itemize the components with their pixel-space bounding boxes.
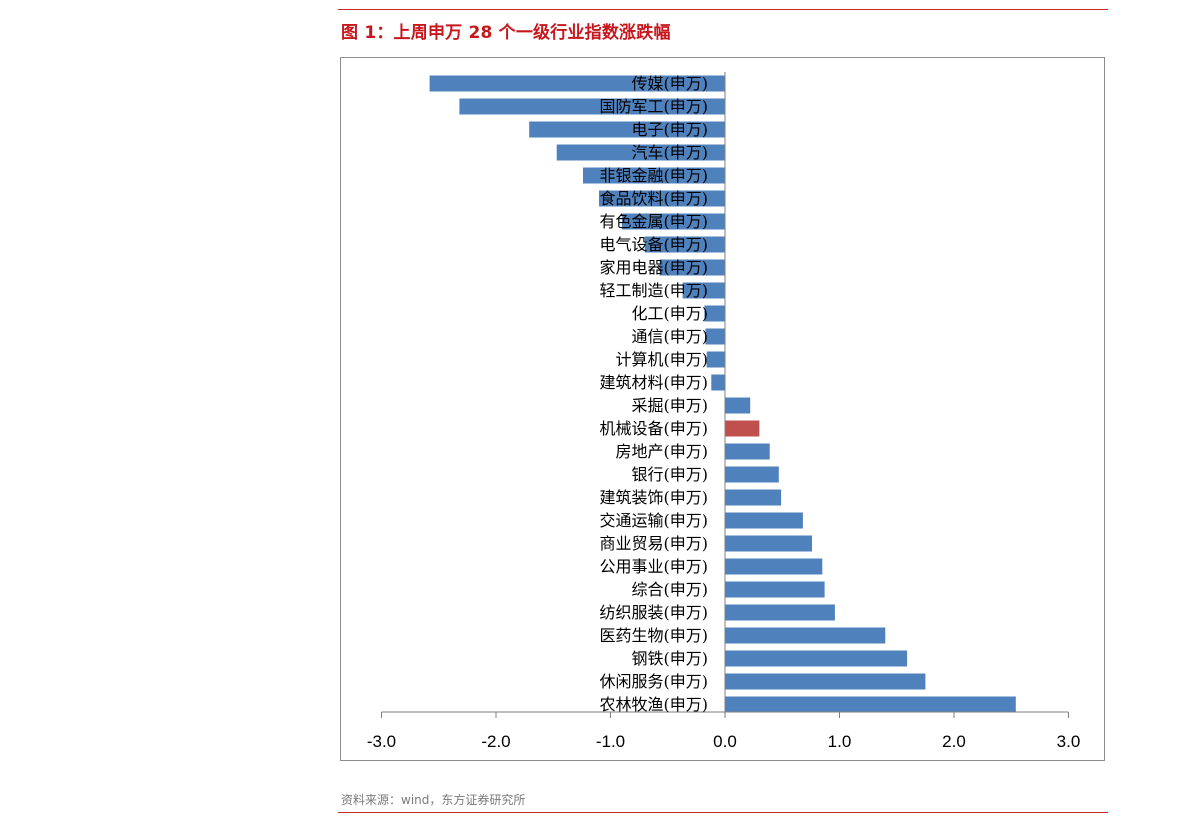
category-label: 非银金融(申万) <box>600 166 709 185</box>
x-tick-label: -2.0 <box>481 732 510 751</box>
bar <box>725 650 908 667</box>
bars-group <box>429 75 1016 713</box>
bottom-rule <box>338 812 1108 813</box>
category-label: 纺织服装(申万) <box>600 603 709 622</box>
bar <box>725 420 760 437</box>
x-tick-label: -1.0 <box>596 732 625 751</box>
bar <box>705 328 725 345</box>
category-label: 计算机(申万) <box>616 350 709 369</box>
bar <box>725 466 779 483</box>
category-label: 商业贸易(申万) <box>600 534 709 553</box>
bar <box>711 374 725 391</box>
bar <box>725 673 926 690</box>
bar <box>621 213 725 230</box>
bar <box>725 535 812 552</box>
bar <box>644 236 725 253</box>
figure-title: 图 1：上周申万 28 个一级行业指数涨跌幅 <box>341 23 671 43</box>
bar <box>429 75 725 92</box>
bar <box>725 512 803 529</box>
bar <box>725 489 782 506</box>
category-label: 电气设备(申万) <box>600 235 709 254</box>
category-label: 通信(申万) <box>632 327 709 346</box>
bar <box>725 696 1016 713</box>
bar <box>725 604 835 621</box>
category-labels-group: 传媒(申万) 国防军工(申万) 电子(申万) 汽车(申万) 非银金融(申万) 食品饮料(申… <box>600 74 709 714</box>
source-note: 资料来源：wind，东方证券研究所 <box>341 793 526 807</box>
category-label: 银行(申万) <box>632 465 709 484</box>
category-label: 休闲服务(申万) <box>600 672 709 691</box>
top-rule <box>338 9 1108 10</box>
category-label: 国防军工(申万) <box>600 97 709 116</box>
bar <box>725 558 823 575</box>
bar <box>725 443 770 460</box>
bar <box>459 98 725 115</box>
bar-chart: -3.0 -2.0 -1.0 0.0 1.0 2.0 3.0 传媒(申万) 国防军工(申万) 电子… <box>367 72 1080 751</box>
x-tick-label: 1.0 <box>828 732 852 751</box>
bar <box>704 305 725 322</box>
category-label: 钢铁(申万) <box>632 649 709 668</box>
chart-frame: -3.0 -2.0 -1.0 0.0 1.0 2.0 3.0 传媒(申万) 国防军工(申万) 电子… <box>340 57 1105 761</box>
bar <box>599 190 725 207</box>
bar <box>529 121 725 138</box>
bar <box>682 282 725 299</box>
x-tick-label: 0.0 <box>713 732 737 751</box>
bar <box>725 627 886 644</box>
category-label: 建筑装饰(申万) <box>600 488 709 507</box>
x-tick-label: 2.0 <box>942 732 966 751</box>
category-label: 机械设备(申万) <box>600 419 709 438</box>
category-label: 医药生物(申万) <box>600 626 709 645</box>
category-label: 综合(申万) <box>632 580 709 599</box>
category-label: 公用事业(申万) <box>600 557 709 576</box>
category-label: 食品饮料(申万) <box>600 189 709 208</box>
category-label: 房地产(申万) <box>616 442 709 461</box>
category-label: 采掘(申万) <box>632 396 709 415</box>
category-label: 轻工制造(申万) <box>600 281 709 300</box>
bar <box>583 167 725 184</box>
category-label: 交通运输(申万) <box>600 511 709 530</box>
category-label: 汽车(申万) <box>632 143 709 162</box>
category-label: 化工(申万) <box>632 304 709 323</box>
bar <box>556 144 725 161</box>
axes-group: -3.0 -2.0 -1.0 0.0 1.0 2.0 3.0 <box>367 72 1080 751</box>
category-label: 农林牧渔(申万) <box>600 695 709 714</box>
x-tick-label: -3.0 <box>367 732 396 751</box>
bar <box>706 351 725 368</box>
bar <box>659 259 725 276</box>
x-tick-label: 3.0 <box>1057 732 1081 751</box>
category-label: 家用电器(申万) <box>600 258 709 277</box>
category-label: 电子(申万) <box>632 120 709 139</box>
category-label: 建筑材料(申万) <box>600 373 709 392</box>
bar <box>725 581 825 598</box>
category-label: 传媒(申万) <box>632 74 709 93</box>
category-label: 有色金属(申万) <box>600 212 709 231</box>
bar <box>725 397 751 414</box>
